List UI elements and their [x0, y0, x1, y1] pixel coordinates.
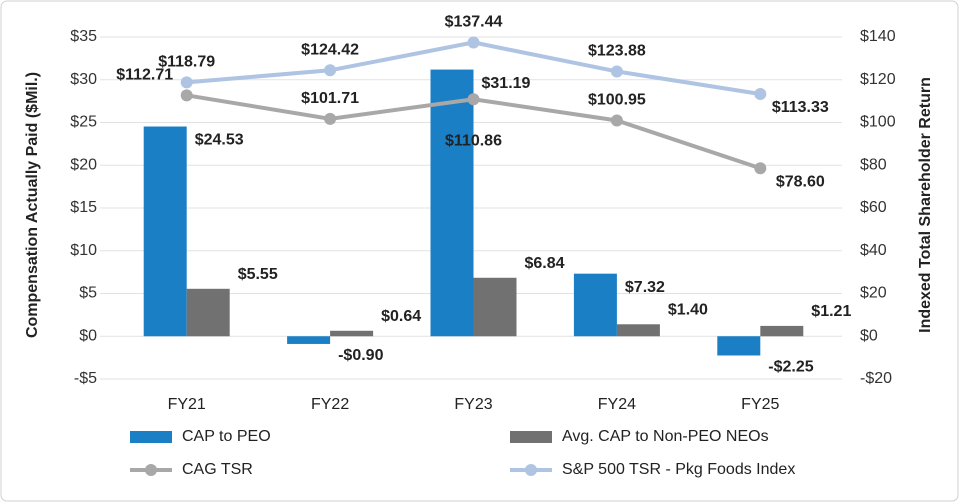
y2-tick-label: $100: [860, 114, 896, 131]
value-label: $0.64: [381, 308, 421, 325]
x-tick-label: FY22: [311, 396, 349, 413]
value-label: $100.95: [588, 92, 646, 109]
y-axis-title: Compensation Actually Paid ($Mil.): [24, 72, 41, 338]
y-tick-label: $10: [70, 242, 97, 259]
bar: [143, 126, 187, 337]
value-label: $137.44: [445, 14, 503, 31]
line-point: [180, 89, 193, 102]
value-label: -$0.90: [338, 347, 383, 364]
line-point: [610, 65, 623, 78]
y-tick-label: $0: [79, 327, 97, 344]
y2-tick-label: $120: [860, 71, 896, 88]
legend-label: Avg. CAP to Non-PEO NEOs: [562, 428, 769, 445]
line-point: [754, 88, 767, 101]
legend-swatch: [145, 464, 157, 476]
value-label: $24.53: [195, 132, 244, 149]
y-tick-label: $30: [70, 71, 97, 88]
value-label: $7.32: [625, 279, 665, 296]
value-label: -$2.25: [768, 359, 813, 376]
value-label: $101.71: [301, 90, 359, 107]
bar: [473, 277, 517, 337]
line-point: [610, 114, 623, 127]
value-label: $5.55: [238, 266, 278, 283]
legend-swatch: [510, 431, 552, 443]
line-point: [324, 64, 337, 77]
legend-label: CAP to PEO: [182, 428, 271, 445]
bar: [186, 288, 230, 337]
value-label: $110.86: [445, 133, 502, 150]
value-label: $31.19: [482, 75, 531, 92]
bar: [616, 324, 660, 337]
value-label: $113.33: [772, 99, 829, 116]
line-point: [754, 162, 767, 175]
bar: [760, 325, 804, 337]
y2-tick-label: $60: [860, 199, 887, 216]
x-tick-label: FY24: [598, 396, 636, 413]
y2-tick-label: $0: [860, 327, 878, 344]
y2-tick-label: $140: [860, 28, 896, 45]
y-tick-label: $20: [70, 156, 97, 173]
x-tick-label: FY25: [741, 396, 779, 413]
value-label: $124.42: [301, 42, 359, 59]
legend-label: CAG TSR: [182, 461, 253, 478]
legend-label: S&P 500 TSR - Pkg Foods Index: [562, 461, 795, 478]
bar: [430, 69, 474, 337]
line-point: [467, 36, 480, 49]
line-point: [467, 93, 480, 106]
y-tick-label: -$5: [74, 370, 97, 387]
y2-tick-label: $20: [860, 285, 887, 302]
bar: [573, 273, 617, 337]
bar: [287, 336, 331, 344]
y-tick-label: $5: [79, 285, 97, 302]
value-label: $6.84: [525, 255, 565, 272]
y2-tick-label: $40: [860, 242, 887, 259]
y-tick-label: $15: [70, 199, 97, 216]
y2-tick-label: -$20: [860, 370, 892, 387]
bar: [330, 330, 374, 337]
x-tick-label: FY21: [168, 396, 206, 413]
x-tick-label: FY23: [454, 396, 492, 413]
legend-swatch: [130, 431, 172, 443]
y-tick-label: $35: [70, 28, 97, 45]
value-label: $78.60: [776, 173, 825, 190]
y2-axis-title: Indexed Total Shareholder Return: [917, 77, 934, 333]
value-label: $112.71: [116, 67, 173, 84]
bar: [717, 336, 761, 356]
y-tick-label: $25: [70, 114, 97, 131]
line-point: [324, 112, 337, 125]
value-label: $123.88: [588, 43, 646, 60]
value-label: $1.40: [668, 301, 708, 318]
line-point: [180, 76, 193, 89]
value-label: $118.79: [158, 54, 215, 71]
y2-tick-label: $80: [860, 156, 887, 173]
legend-swatch: [525, 464, 537, 476]
value-label: $1.21: [811, 303, 851, 320]
